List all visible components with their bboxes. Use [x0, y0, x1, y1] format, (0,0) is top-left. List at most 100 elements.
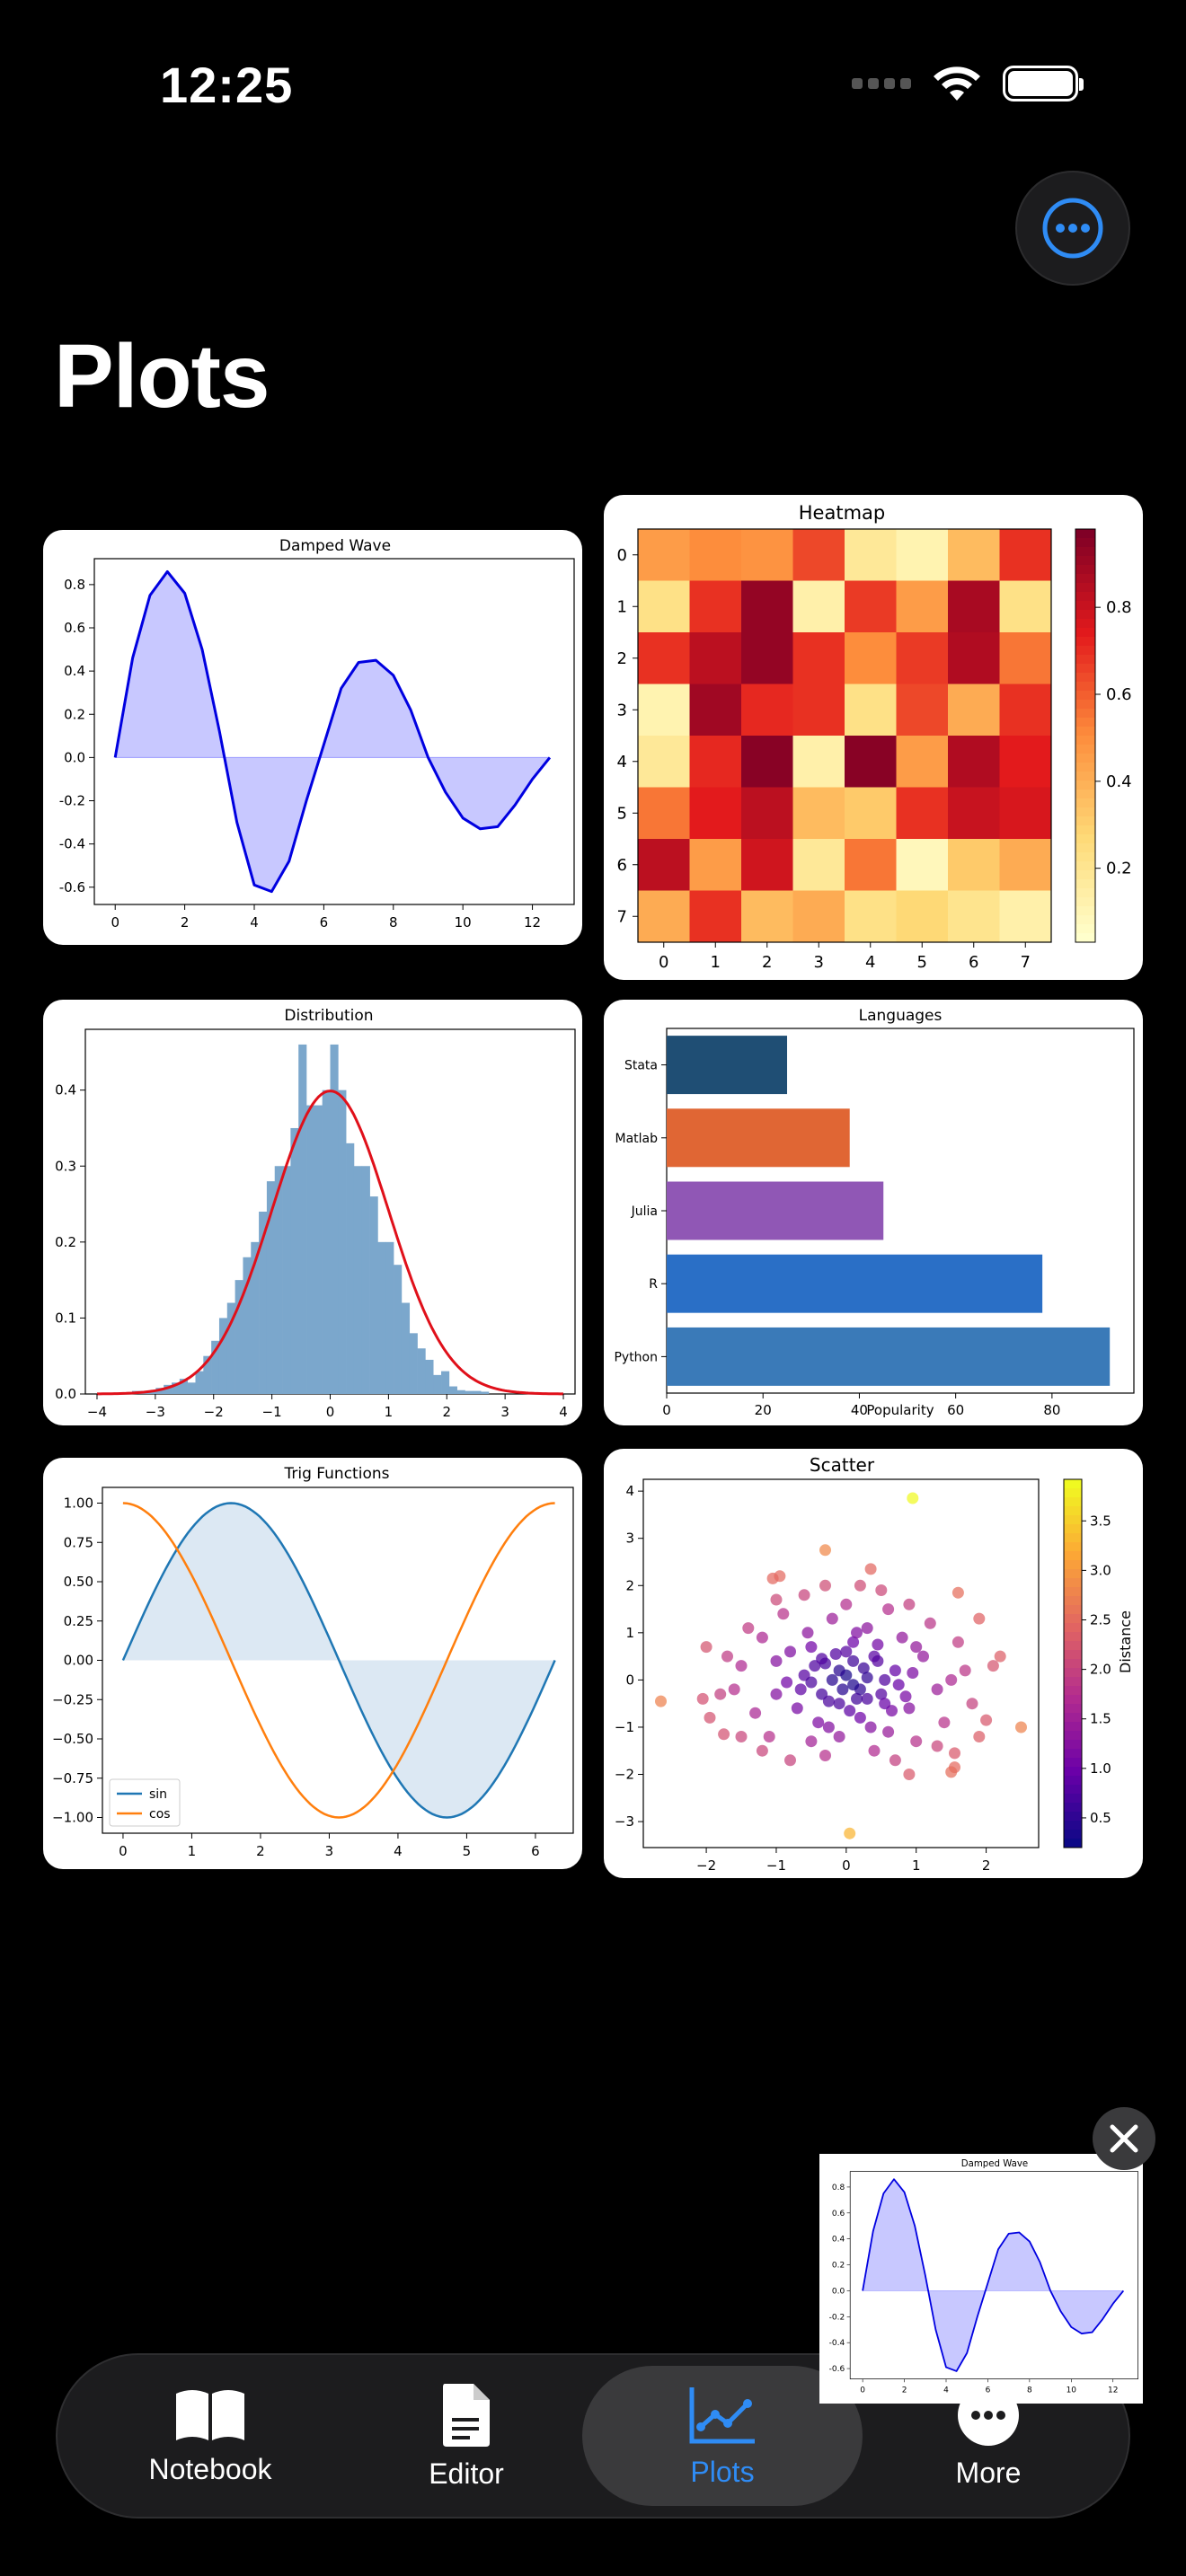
- tab-notebook[interactable]: Notebook: [84, 2355, 336, 2517]
- colorbar-segment: [1064, 1767, 1082, 1777]
- line-chart-icon: [689, 2386, 755, 2443]
- status-time: 12:25: [160, 57, 294, 113]
- close-preview-button[interactable]: [1093, 2107, 1155, 2170]
- heatmap-cell: [638, 839, 690, 891]
- y-tick-label: 0: [617, 546, 627, 565]
- heatmap-cell: [689, 736, 742, 788]
- colorbar-segment: [1075, 897, 1095, 907]
- tab-plots[interactable]: Plots: [582, 2366, 863, 2506]
- colorbar-segment: [1064, 1668, 1082, 1678]
- y-tick-label: −1: [615, 1719, 634, 1735]
- close-icon: [1110, 2124, 1138, 2153]
- y-tick-label: 4: [625, 1483, 634, 1499]
- scatter-point: [875, 1584, 888, 1596]
- colorbar-tick-label: 1.0: [1090, 1760, 1111, 1777]
- y-tick-label: 0.1: [55, 1310, 76, 1326]
- distribution-chart: Distribution −4 −3 −2 −1 0 1 2 3 4 0.0 0.1 0.2 0.3 0.…: [55, 1007, 576, 1420]
- y-tick-label: 0.3: [55, 1158, 76, 1174]
- colorbar-segment: [1075, 754, 1095, 763]
- chart-title: Trig Functions: [284, 1465, 390, 1483]
- colorbar-segment: [1064, 1560, 1082, 1570]
- plot-card-scatter[interactable]: Scatter Distance −2 −1 0 1 2 −3 −2 −1 0 1 2 3 4 0.5 1.…: [604, 1449, 1143, 1878]
- heatmap-cell: [999, 736, 1052, 788]
- y-tick-label: -0.2: [59, 793, 85, 809]
- colorbar-segment: [1075, 709, 1095, 719]
- plot-card-distribution[interactable]: Distribution −4 −3 −2 −1 0 1 2 3 4 0.0 0.1 0.2 0.3 0.…: [43, 1000, 582, 1425]
- histogram-bar: [385, 1241, 394, 1394]
- heatmap-cell: [792, 580, 845, 633]
- y-tick-label: Julia: [631, 1204, 658, 1219]
- colorbar-segment: [1064, 1497, 1082, 1507]
- histogram-bar: [338, 1090, 347, 1394]
- scatter-point: [864, 1721, 877, 1734]
- colorbar-tick-label: 0.4: [1106, 772, 1132, 791]
- scatter-point: [794, 1683, 807, 1696]
- plot-frame: [849, 2171, 1138, 2379]
- wave-line: [862, 2178, 1125, 2372]
- colorbar-segment: [1075, 700, 1095, 710]
- heatmap-cell: [792, 839, 845, 891]
- y-tick-label: 0.2: [55, 1234, 76, 1250]
- colorbar-tick-label: 3.0: [1090, 1562, 1111, 1578]
- heatmap-cell: [638, 890, 690, 943]
- colorbar-segment: [1064, 1650, 1082, 1660]
- histogram-bar: [306, 1105, 315, 1394]
- tab-editor[interactable]: Editor: [354, 2355, 579, 2517]
- x-tick-label: 1: [912, 1857, 921, 1874]
- scatter-point: [854, 1711, 866, 1724]
- colorbar-segment: [1064, 1587, 1082, 1597]
- legend-label: sin: [149, 1787, 167, 1802]
- area-fill: [863, 2179, 1124, 2371]
- colorbar-segment: [1064, 1506, 1082, 1516]
- colorbar-segment: [1064, 1641, 1082, 1651]
- heatmap-cell: [999, 890, 1052, 943]
- colorbar-segment: [1064, 1749, 1082, 1759]
- scatter-point: [987, 1660, 999, 1672]
- tab-label: Notebook: [148, 2452, 272, 2485]
- heatmap-cell: [792, 736, 845, 788]
- chart-title: Distribution: [284, 1007, 373, 1025]
- colorbar-segment: [1075, 529, 1095, 539]
- heatmap-cell: [638, 529, 690, 581]
- colorbar-segment: [1064, 1758, 1082, 1768]
- x-tick-label: 10: [455, 914, 472, 931]
- plot-card-trig-functions[interactable]: Trig Functions 0 1 2 3 4 5 6 −1.00 −0.75 −0.50 −0.…: [43, 1458, 582, 1869]
- chart-title: Damped Wave: [279, 537, 391, 555]
- plot-preview-thumbnail[interactable]: Damped Wave 0 2 4 6 8 10 12 -0.6 -0.4 -0.2 0.0 0.2 0…: [819, 2154, 1143, 2404]
- colorbar-segment: [1075, 861, 1095, 871]
- scatter-point: [816, 1688, 828, 1700]
- bar: [667, 1254, 1043, 1313]
- scatter-point: [791, 1702, 803, 1715]
- colorbar-segment: [1064, 1830, 1082, 1839]
- histogram-bar: [401, 1302, 411, 1394]
- colorbar-segment: [1064, 1623, 1082, 1633]
- plot-card-heatmap[interactable]: Heatmap 0 1 2 3 4 5 6 7 0 1 2 3 4 5 6 7 0.2 0.4 0.6 0.8: [604, 495, 1143, 980]
- y-tick-label: 0.4: [55, 1082, 76, 1098]
- scatter-point: [833, 1664, 845, 1677]
- histogram-bar: [218, 1318, 228, 1394]
- heatmap-cell: [999, 529, 1052, 581]
- x-axis-label: Popularity: [866, 1402, 934, 1418]
- plot-card-languages[interactable]: Languages Popularity Stata Matlab Julia R Py…: [604, 1000, 1143, 1425]
- more-options-button[interactable]: [1015, 171, 1130, 286]
- y-tick-label: 5: [617, 804, 627, 823]
- heatmap-cell: [792, 684, 845, 737]
- heatmap-cell: [948, 787, 1000, 840]
- cos-line: [122, 1502, 555, 1819]
- scatter-point: [833, 1731, 845, 1742]
- histogram-bar: [394, 1265, 403, 1394]
- heatmap-cell: [845, 684, 897, 737]
- heatmap-cell: [689, 839, 742, 891]
- scatter-point: [973, 1731, 986, 1742]
- scatter-chart: Scatter Distance −2 −1 0 1 2 −3 −2 −1 0 1 2 3 4 0.5 1.…: [615, 1454, 1134, 1874]
- plot-frame: [637, 528, 1052, 943]
- heatmap-cell: [845, 580, 897, 633]
- colorbar-segment: [1064, 1614, 1082, 1624]
- colorbar-segment: [1075, 834, 1095, 844]
- heatmap-cell: [896, 890, 949, 943]
- scatter-point: [872, 1654, 884, 1667]
- histogram-bar: [195, 1371, 204, 1394]
- heatmap-cell: [689, 890, 742, 943]
- y-tick-label: 6: [617, 856, 627, 875]
- plot-card-damped-wave[interactable]: Damped Wave 0 2 4 6 8 10 12 -0.6 -0.4 -0.2 0.0 0.2 0…: [43, 530, 582, 945]
